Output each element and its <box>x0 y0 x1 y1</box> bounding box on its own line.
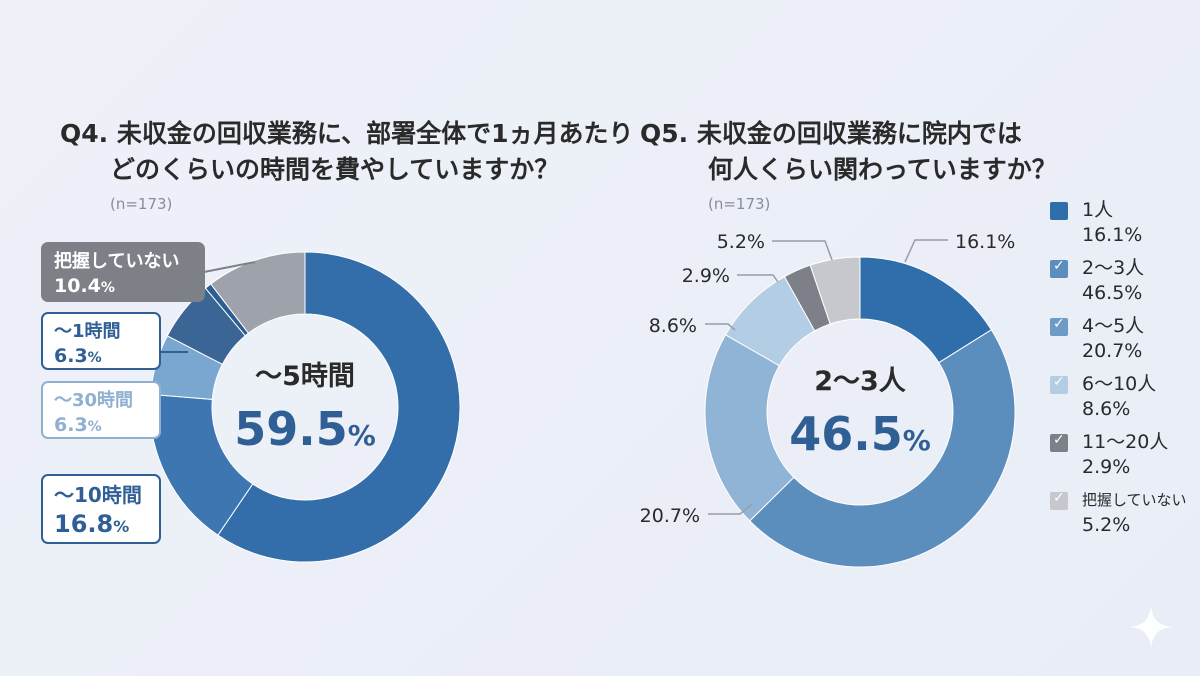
q4-callout-label: 把握していない <box>54 250 179 272</box>
q5-outer-label: 8.6% <box>649 315 697 337</box>
q5-title: Q5. 未収金の回収業務に院内では 何人くらい関わっていますか？ <box>640 116 1057 188</box>
legend-swatch-icon <box>1050 202 1068 220</box>
q5-leader-line <box>708 503 753 515</box>
legend-item-4: ✓ 6〜10人 8.6% <box>1050 372 1187 422</box>
q5-outer-label: 2.9% <box>682 265 730 287</box>
q4-callout-value: 6.3% <box>54 345 102 367</box>
q5-outer-label: 16.1% <box>955 231 1015 253</box>
legend-item-5: ✓ 11〜20人 2.9% <box>1050 430 1187 480</box>
legend-item-2: ✓ 2〜3人 46.5% <box>1050 256 1187 306</box>
q5-slice-1 <box>749 329 1016 568</box>
q4-callout-label: 〜10時間 <box>54 483 142 507</box>
legend-check-icon: ✓ <box>1050 432 1068 452</box>
q5-leader-line <box>737 274 779 283</box>
q4-slice-5 <box>210 251 306 334</box>
legend-item-3: ✓ 4〜5人 20.7% <box>1050 314 1187 364</box>
q5-title-line1: Q5. 未収金の回収業務に院内では <box>640 119 1022 148</box>
q5-title-line2: 何人くらい関わっていますか？ <box>708 155 1057 184</box>
q5-leader-line <box>772 240 833 261</box>
legend-label: 2〜3人 <box>1082 257 1145 279</box>
q4-title-line1: Q4. 未収金の回収業務に、部署全体で1ヵ月あたり <box>60 119 634 148</box>
legend-label: 11〜20人 <box>1082 431 1169 453</box>
q4-callout-value: 10.4% <box>54 275 115 297</box>
q4-callout-box <box>41 312 161 370</box>
legend-item-6: ✓ 把握していない 5.2% <box>1050 488 1187 538</box>
legend-value: 16.1% <box>1082 224 1143 246</box>
q4-callout-box <box>41 474 161 544</box>
q4-n-label: (n=173) <box>110 195 173 213</box>
legend-check-icon: ✓ <box>1050 490 1068 510</box>
q5-outer-label: 5.2% <box>717 231 765 253</box>
legend-label: 6〜10人 <box>1082 373 1157 395</box>
q4-center-label: 〜5時間 <box>255 361 355 392</box>
legend-value: 5.2% <box>1082 514 1131 536</box>
legend-value: 8.6% <box>1082 398 1131 420</box>
legend-item-1: 1人 16.1% <box>1050 198 1187 248</box>
legend-check-icon: ✓ <box>1050 374 1068 394</box>
q4-title-line2: どのくらいの時間を費やしていますか？ <box>110 155 560 184</box>
q4-slice-0 <box>217 251 461 563</box>
sparkle-icon <box>1130 606 1172 648</box>
q5-center-value: 46.5% <box>789 407 931 461</box>
q4-callout-leader <box>203 261 256 273</box>
q5-center-label: 2〜3人 <box>814 366 906 397</box>
q4-callout-label: 〜30時間 <box>54 390 133 411</box>
legend-label: 1人 <box>1082 199 1114 221</box>
q5-leader-line <box>904 239 948 263</box>
legend-check-icon: ✓ <box>1050 258 1068 278</box>
legend-value: 2.9% <box>1082 456 1131 478</box>
q5-n-label: (n=173) <box>708 195 771 213</box>
q4-callout-box <box>41 381 161 439</box>
q4-callout-label: 〜1時間 <box>54 321 121 342</box>
legend-label: 把握していない <box>1082 491 1187 509</box>
legend-value: 20.7% <box>1082 340 1143 362</box>
q5-legend: 1人 16.1% ✓ 2〜3人 46.5% ✓ 4〜5人 20.7% ✓ 6〜1… <box>1050 198 1187 546</box>
legend-label: 4〜5人 <box>1082 315 1145 337</box>
q4-callout-value: 16.8% <box>54 510 129 538</box>
q5-leader-line <box>705 323 736 331</box>
q5-slice-5 <box>809 256 861 325</box>
q4-title: Q4. 未収金の回収業務に、部署全体で1ヵ月あたり どのくらいの時間を費やしてい… <box>60 116 634 188</box>
legend-check-icon: ✓ <box>1050 316 1068 336</box>
q4-callout-box <box>41 242 205 302</box>
legend-value: 46.5% <box>1082 282 1143 304</box>
q4-center-value: 59.5% <box>234 402 376 456</box>
q5-outer-label: 20.7% <box>640 505 700 527</box>
q4-callout-value: 6.3% <box>54 414 102 436</box>
